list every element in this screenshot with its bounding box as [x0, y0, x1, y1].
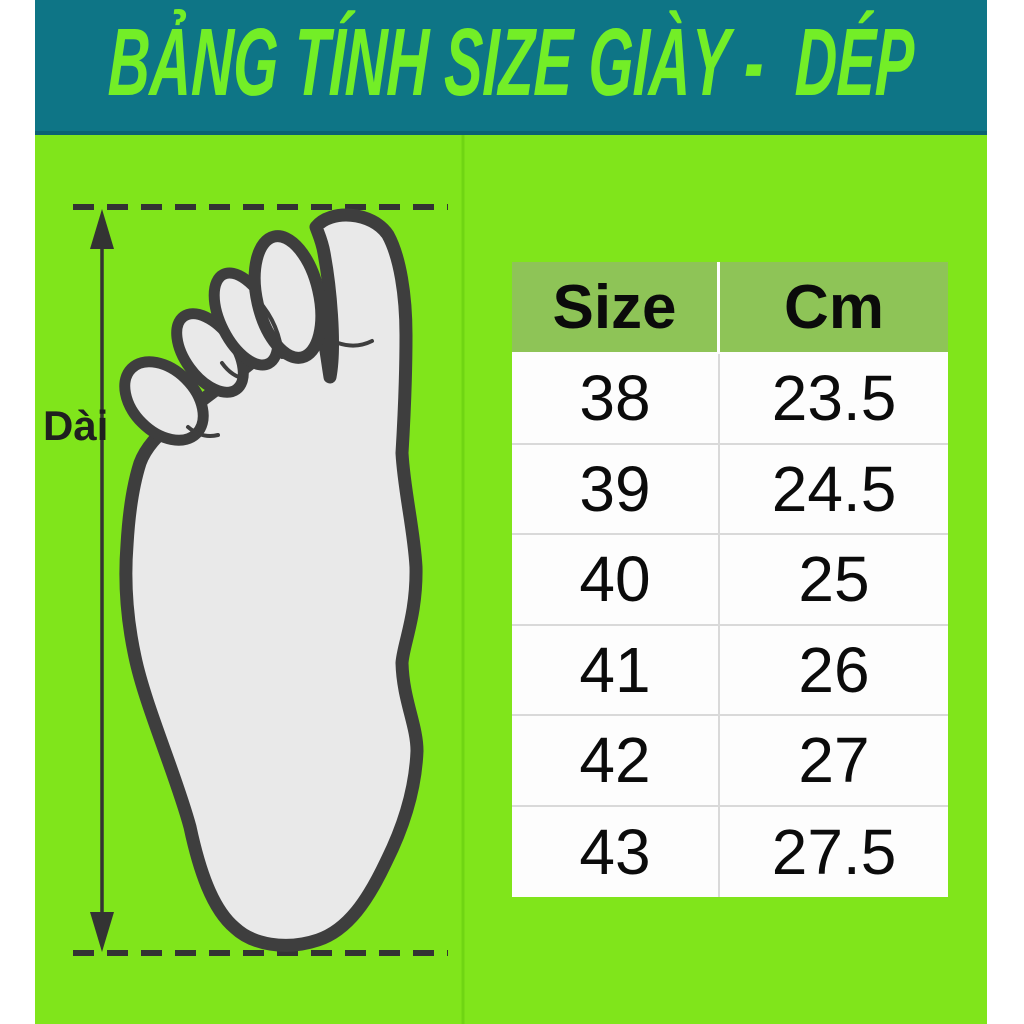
- crease-second-toe: [256, 298, 284, 359]
- size-table: Size Cm 38 23.5 39 24.5 40 25 41 26: [512, 262, 948, 897]
- size-table-header: Size Cm: [512, 262, 948, 352]
- size-cell: 39: [512, 444, 720, 533]
- length-arrow: [90, 209, 114, 952]
- size-column-header: Size: [512, 262, 720, 352]
- table-row: 40 25: [512, 535, 948, 626]
- cm-column-header: Cm: [784, 272, 884, 342]
- table-row: 43 27.5: [512, 806, 948, 897]
- cm-cell: 26: [798, 633, 870, 706]
- table-row: 38 23.5: [512, 354, 948, 445]
- cm-cell: 24.5: [771, 452, 897, 525]
- page-title: BẢNG TÍNH SIZE GIÀY - DÉP: [106, 8, 916, 116]
- foot-measurement-diagram: [73, 135, 465, 1024]
- crease-little-toe: [186, 425, 220, 438]
- length-label: Dài: [43, 402, 109, 449]
- length-arrow-head-down-icon: [90, 912, 114, 952]
- foot-outline-illustration: [119, 208, 424, 952]
- crease-third-toe: [220, 361, 248, 381]
- size-cell: 38: [512, 354, 720, 443]
- length-arrow-head-up-icon: [90, 209, 114, 249]
- size-table-body: 38 23.5 39 24.5 40 25 41 26 42 27 43 27.…: [512, 352, 948, 897]
- table-row: 39 24.5: [512, 444, 948, 535]
- table-row: 41 26: [512, 625, 948, 716]
- cm-cell: 27.5: [771, 815, 897, 888]
- size-cell: 41: [512, 625, 720, 714]
- cm-cell: 25: [798, 543, 870, 616]
- header-band: BẢNG TÍNH SIZE GIÀY - DÉP: [35, 0, 987, 135]
- size-cell: 40: [512, 535, 720, 624]
- cm-cell: 23.5: [771, 362, 897, 435]
- size-cell: 42: [512, 716, 720, 805]
- size-cell: 43: [512, 806, 720, 897]
- cm-cell: 27: [798, 724, 870, 797]
- table-row: 42 27: [512, 716, 948, 807]
- second-toe: [248, 230, 328, 364]
- crease-under-big-toe: [336, 339, 374, 348]
